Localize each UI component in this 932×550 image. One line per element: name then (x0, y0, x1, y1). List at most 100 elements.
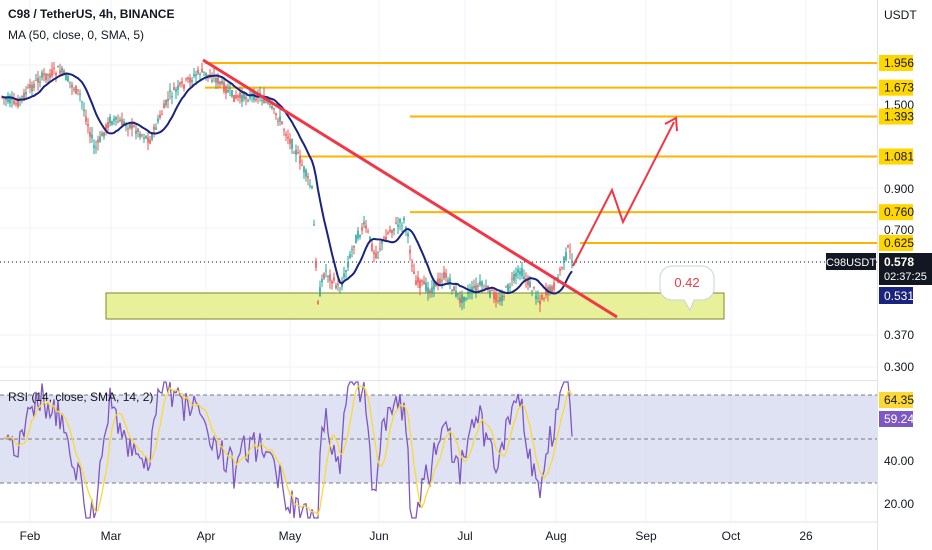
candle-body (511, 278, 513, 280)
candle-body (337, 283, 339, 286)
candle-body (531, 290, 533, 292)
candle-body (309, 185, 311, 187)
price-level-badges[interactable]: 1.956 1.673 1.393 1.081 0.760 0.625 (879, 55, 914, 251)
candle-body (275, 113, 277, 116)
candle-body (175, 89, 177, 92)
candle-body (419, 280, 421, 288)
candle-body (339, 292, 341, 294)
price-callout[interactable]: 0.42 (659, 265, 715, 312)
candle-body (147, 137, 149, 143)
candle-body (55, 73, 57, 76)
candle-body (221, 80, 223, 84)
candle-body (83, 109, 85, 112)
ma-indicator-label[interactable]: MA (50, close, 0, SMA, 5) (8, 28, 145, 42)
candle-body (69, 81, 71, 83)
candle-body (455, 290, 457, 297)
candle-body (25, 92, 27, 95)
candle-body (143, 137, 145, 139)
candle-body (53, 67, 55, 69)
candle-body (217, 77, 219, 84)
candle-body (469, 289, 471, 294)
rsi-indicator-label[interactable]: RSI (14, close, SMA, 14, 2) (8, 390, 154, 404)
rsi-ma-line (3, 385, 573, 516)
candle-body (441, 280, 443, 282)
candle-body (17, 98, 19, 107)
candle-body (199, 73, 201, 75)
candle-body (131, 122, 133, 129)
candle-body (5, 98, 7, 100)
rsi-ma-badge: 59.24 (884, 412, 914, 426)
candle-body (171, 95, 173, 97)
time-label: Aug (545, 529, 566, 543)
candle-body (27, 87, 29, 89)
candle-body (401, 225, 403, 227)
candle-body (15, 103, 17, 105)
candle-body (45, 73, 47, 81)
pane-divider[interactable] (0, 380, 878, 381)
candle-body (85, 116, 87, 122)
candle-body (561, 267, 563, 269)
symbol-badge: C98USDT (826, 257, 876, 269)
candle-body (565, 251, 567, 261)
descending-trendline[interactable] (202, 58, 618, 319)
candle-body (73, 88, 75, 90)
candle-body (443, 271, 445, 279)
price-level-lines[interactable] (205, 62, 878, 244)
ma-badge: 0.531 (884, 289, 914, 303)
price-level-badge: 0.760 (884, 205, 914, 219)
candle-body (461, 294, 463, 304)
current-price-badge-bg (879, 253, 932, 285)
time-label: Sep (635, 529, 657, 543)
candle-body (189, 77, 191, 83)
candle-body (59, 70, 61, 74)
candle-body (397, 224, 399, 228)
candle-body (241, 95, 243, 102)
candle-body (11, 98, 13, 100)
candle-body (323, 273, 325, 279)
candle-body (103, 132, 105, 137)
candle-body (415, 280, 417, 285)
candle-body (489, 290, 491, 298)
candle-body (75, 85, 77, 94)
price-level-badge: 1.956 (884, 56, 914, 70)
candle-body (91, 134, 93, 139)
currency-label: USDT (884, 8, 917, 22)
candle-body (429, 290, 431, 294)
candle-body (425, 282, 427, 292)
time-axis[interactable]: Feb Mar Apr May Jun Jul Aug Sep Oct 26 (20, 529, 813, 543)
candle-body (545, 289, 547, 296)
candle-body (277, 120, 279, 123)
price-tick: 0.370 (884, 328, 914, 342)
candle-body (437, 278, 439, 285)
candle-body (331, 281, 333, 284)
candle-body (351, 249, 353, 251)
candle-body (185, 78, 187, 80)
candle-body (509, 286, 511, 288)
candle-body (395, 222, 397, 224)
candle-body (243, 92, 245, 99)
price-tick: 1.500 (884, 98, 914, 112)
candle-body (365, 225, 367, 229)
candle-body (367, 231, 369, 233)
candle-body (413, 271, 415, 275)
candle-body (87, 124, 89, 127)
symbol-title[interactable]: C98 / TetherUS, 4h, BINANCE (8, 7, 175, 21)
price-axis[interactable]: USDT 1.500 0.900 0.700 0.370 0.300 (884, 8, 917, 374)
time-label: Jun (369, 529, 388, 543)
candle-body (203, 71, 205, 73)
time-label: Jul (457, 529, 472, 543)
candle-body (255, 98, 257, 101)
candle-body (169, 90, 171, 92)
candle-body (159, 114, 161, 118)
projection-arrow[interactable] (572, 121, 675, 267)
candle-body (227, 89, 229, 93)
candle-body (529, 281, 531, 288)
candle-body (129, 124, 131, 129)
candle-body (267, 102, 269, 104)
candle-body (231, 90, 233, 97)
support-zone[interactable] (105, 292, 725, 320)
candle-body (235, 95, 237, 99)
candle-body (127, 128, 129, 130)
